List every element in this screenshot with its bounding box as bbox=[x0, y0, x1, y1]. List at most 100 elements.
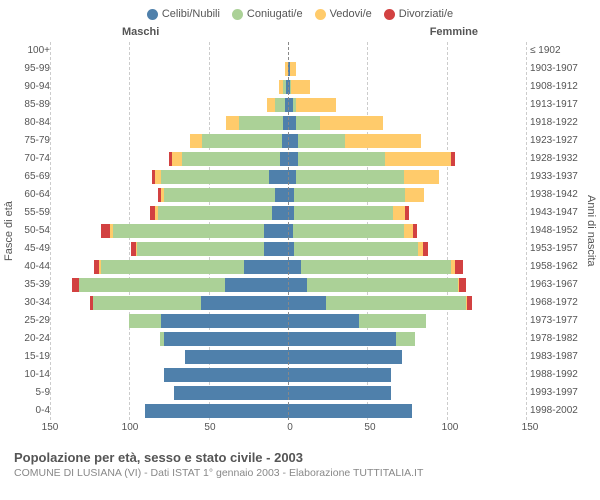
male-bar bbox=[50, 330, 288, 348]
bar-segment bbox=[345, 134, 421, 148]
x-tick: 100 bbox=[122, 422, 139, 433]
age-label: 20-24 bbox=[16, 330, 50, 348]
female-bar bbox=[288, 168, 526, 186]
yaxis-right-title: Anni di nascita bbox=[584, 42, 598, 420]
age-label: 80-84 bbox=[16, 114, 50, 132]
male-bar bbox=[50, 96, 288, 114]
female-bar bbox=[288, 132, 526, 150]
male-bar bbox=[50, 132, 288, 150]
bar-segment bbox=[296, 116, 320, 130]
bar-segment bbox=[396, 332, 415, 346]
bar-segment bbox=[137, 242, 264, 256]
bar-segment bbox=[280, 152, 288, 166]
bar-segment bbox=[79, 278, 225, 292]
bar-segment bbox=[290, 62, 296, 76]
legend-swatch bbox=[147, 9, 158, 20]
female-bar bbox=[288, 258, 526, 276]
male-bar bbox=[50, 294, 288, 312]
age-label: 70-74 bbox=[16, 150, 50, 168]
bar-segment bbox=[172, 152, 182, 166]
male-bar bbox=[50, 258, 288, 276]
bar-segment bbox=[264, 224, 288, 238]
female-bar bbox=[288, 276, 526, 294]
bar-segment bbox=[164, 368, 288, 382]
bar-segment bbox=[269, 170, 288, 184]
legend-label: Celibi/Nubili bbox=[162, 8, 220, 20]
bar-segment bbox=[455, 260, 463, 274]
bar-segment bbox=[244, 260, 288, 274]
plot-area: Fasce di età 100+95-9990-9485-8980-8475-… bbox=[2, 42, 598, 420]
bar-segment bbox=[174, 386, 288, 400]
legend-swatch bbox=[315, 9, 326, 20]
bar-segment bbox=[423, 242, 428, 256]
legend-item: Coniugati/e bbox=[232, 8, 303, 20]
female-bar bbox=[288, 312, 526, 330]
female-bar bbox=[288, 96, 526, 114]
bar-segment bbox=[288, 152, 298, 166]
age-label: 15-19 bbox=[16, 348, 50, 366]
bar-segment bbox=[405, 188, 424, 202]
legend-label: Vedovi/e bbox=[330, 8, 372, 20]
bar-segment bbox=[459, 278, 465, 292]
female-header: Femmine bbox=[430, 26, 478, 38]
male-bar bbox=[50, 78, 288, 96]
bar-segment bbox=[288, 368, 391, 382]
birth-label: 1928-1932 bbox=[530, 150, 584, 168]
birth-labels: ≤ 19021903-19071908-19121913-19171918-19… bbox=[526, 42, 584, 420]
legend-item: Divorziati/e bbox=[384, 8, 453, 20]
bar-segment bbox=[226, 116, 239, 130]
age-label: 95-99 bbox=[16, 60, 50, 78]
bar-segment bbox=[145, 404, 288, 418]
bar-segment bbox=[291, 80, 310, 94]
birth-label: 1963-1967 bbox=[530, 276, 584, 294]
bar-segment bbox=[385, 152, 452, 166]
bar-segment bbox=[275, 188, 288, 202]
birth-label: 1933-1937 bbox=[530, 168, 584, 186]
bar-segment bbox=[164, 188, 275, 202]
bar-segment bbox=[158, 206, 272, 220]
chart-subtitle: COMUNE DI LUSIANA (VI) - Dati ISTAT 1° g… bbox=[14, 467, 594, 479]
age-label: 75-79 bbox=[16, 132, 50, 150]
male-bar bbox=[50, 384, 288, 402]
bar-segment bbox=[294, 242, 418, 256]
bar-segment bbox=[288, 332, 396, 346]
bar-segment bbox=[239, 116, 283, 130]
birth-label: 1998-2002 bbox=[530, 402, 584, 420]
bar-segment bbox=[93, 296, 201, 310]
bar-segment bbox=[225, 278, 288, 292]
birth-label: 1918-1922 bbox=[530, 114, 584, 132]
bar-segment bbox=[296, 170, 404, 184]
bar-segment bbox=[288, 170, 296, 184]
x-tick: 50 bbox=[204, 422, 215, 433]
birth-label: 1913-1917 bbox=[530, 96, 584, 114]
birth-label: ≤ 1902 bbox=[530, 42, 584, 60]
bar-segment bbox=[201, 296, 288, 310]
birth-label: 1943-1947 bbox=[530, 204, 584, 222]
bar-segment bbox=[272, 206, 288, 220]
bar-segment bbox=[288, 278, 307, 292]
bar-segment bbox=[288, 350, 402, 364]
bar-segment bbox=[190, 134, 203, 148]
birth-label: 1968-1972 bbox=[530, 294, 584, 312]
bar-segment bbox=[298, 152, 385, 166]
age-label: 100+ bbox=[16, 42, 50, 60]
female-bar bbox=[288, 330, 526, 348]
female-bar bbox=[288, 204, 526, 222]
bar-segment bbox=[275, 98, 285, 112]
male-bar bbox=[50, 60, 288, 78]
birth-label: 1988-1992 bbox=[530, 366, 584, 384]
female-bar bbox=[288, 150, 526, 168]
age-label: 90-94 bbox=[16, 78, 50, 96]
legend-swatch bbox=[232, 9, 243, 20]
male-bar bbox=[50, 42, 288, 60]
female-bar bbox=[288, 240, 526, 258]
bar-segment bbox=[298, 134, 346, 148]
age-label: 25-29 bbox=[16, 312, 50, 330]
x-tick: 150 bbox=[42, 422, 59, 433]
legend-item: Vedovi/e bbox=[315, 8, 372, 20]
bar-segment bbox=[202, 134, 281, 148]
age-label: 40-44 bbox=[16, 258, 50, 276]
birth-label: 1983-1987 bbox=[530, 348, 584, 366]
bar-segment bbox=[101, 224, 111, 238]
male-bar bbox=[50, 168, 288, 186]
